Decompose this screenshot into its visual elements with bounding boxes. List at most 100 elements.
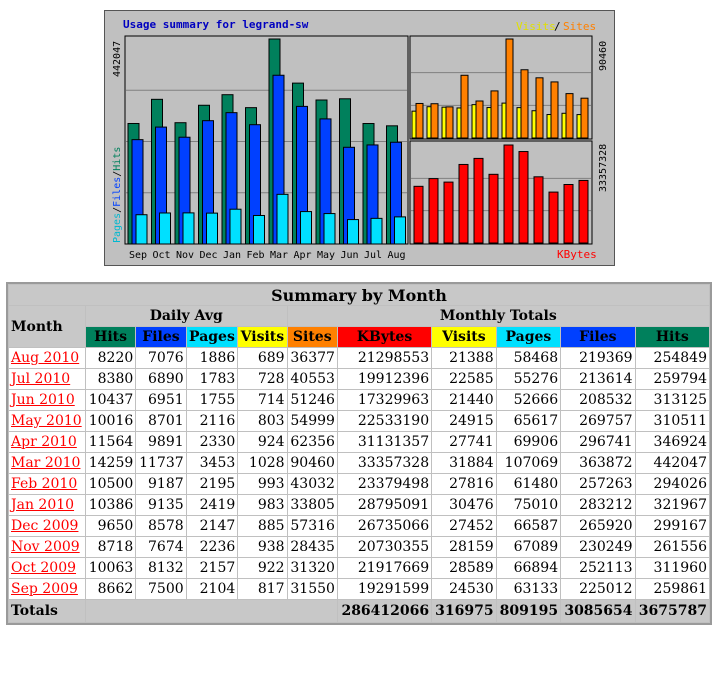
graph-title: Usage summary for legrand-sw — [123, 18, 309, 31]
pages-cell: 67089 — [496, 537, 561, 557]
month-cell: Apr 2010 — [9, 432, 85, 452]
pages-cell: 75010 — [496, 495, 561, 515]
pages-bar — [347, 219, 359, 245]
right-top-max-label: 90460 — [598, 41, 609, 71]
total-kbytes: 286412066 — [337, 600, 432, 622]
month-link[interactable]: Apr 2010 — [11, 434, 77, 450]
daily-files-cell: 9135 — [136, 495, 186, 515]
col-sites: Sites — [287, 327, 337, 347]
sites-bar — [415, 102, 424, 139]
daily-hits-cell: 8662 — [85, 579, 136, 599]
daily-files-cell: 9891 — [136, 432, 186, 452]
files-cell: 257263 — [561, 474, 635, 494]
daily-files-cell: 7076 — [136, 348, 186, 368]
hits-cell: 294026 — [635, 474, 709, 494]
legend-kbytes: KBytes — [557, 248, 597, 261]
pages-bar — [135, 214, 148, 245]
kbytes-cell: 21298553 — [337, 348, 432, 368]
month-link[interactable]: Jun 2010 — [11, 392, 75, 408]
month-column-header: Month — [9, 306, 85, 347]
left-axis-slash-1: / — [112, 207, 123, 213]
month-link[interactable]: Jan 2010 — [11, 497, 75, 513]
monthly-totals-header: Monthly Totals — [287, 306, 709, 326]
visits-cell: 27452 — [432, 516, 496, 536]
hits-cell: 310511 — [635, 411, 709, 431]
sites-cell: 90460 — [287, 453, 337, 473]
table-row: Jul 2010 8380 6890 1783 728 40553 19912396 2258… — [9, 369, 709, 389]
files-cell: 213614 — [561, 369, 635, 389]
x-tick-labels: Sep Oct Nov Dec Jan Feb Mar Apr May Jun Jul Aug — [129, 250, 406, 261]
x-tick-label: Dec — [199, 250, 217, 261]
sites-cell: 57316 — [287, 516, 337, 536]
total-hits: 3675787 — [635, 600, 709, 622]
sites-bar — [490, 90, 499, 139]
x-tick-label: Oct — [152, 250, 170, 261]
visits-cell: 28589 — [432, 558, 496, 578]
total-visits: 316975 — [432, 600, 496, 622]
daily-pages-cell: 2236 — [186, 537, 238, 557]
month-link[interactable]: Nov 2009 — [11, 539, 80, 555]
month-cell: Jul 2010 — [9, 369, 85, 389]
sites-cell: 31550 — [287, 579, 337, 599]
legend-sites: Sites — [563, 20, 596, 33]
pages-bar — [394, 216, 406, 245]
hits-cell: 261556 — [635, 537, 709, 557]
daily-files-cell: 6951 — [136, 390, 186, 410]
sites-bar — [430, 103, 439, 139]
daily-visits-cell: 924 — [238, 432, 287, 452]
visits-cell: 21388 — [432, 348, 496, 368]
pages-bar — [323, 213, 336, 245]
month-link[interactable]: Jul 2010 — [11, 371, 71, 387]
sites-cell: 51246 — [287, 390, 337, 410]
daily-hits-cell: 8380 — [85, 369, 136, 389]
table-row: Nov 2009 8718 7674 2236 938 28435 20730355 2815… — [9, 537, 709, 557]
kbytes-bar — [443, 181, 454, 244]
daily-files-cell: 9187 — [136, 474, 186, 494]
daily-pages-cell: 2147 — [186, 516, 238, 536]
visits-cell: 30476 — [432, 495, 496, 515]
legend-slash: / — [554, 20, 561, 33]
daily-files-cell: 8701 — [136, 411, 186, 431]
kbytes-cell: 19912396 — [337, 369, 432, 389]
col-kbytes: KBytes — [337, 327, 432, 347]
month-link[interactable]: Oct 2009 — [11, 560, 77, 576]
daily-visits-cell: 922 — [238, 558, 287, 578]
table-row: Oct 2009 10063 8132 2157 922 31320 21917669 285… — [9, 558, 709, 578]
table-row: Aug 2010 8220 7076 1886 689 36377 21298553 2138… — [9, 348, 709, 368]
sites-cell: 62356 — [287, 432, 337, 452]
kbytes-cell: 17329963 — [337, 390, 432, 410]
pages-bar — [229, 208, 242, 245]
daily-hits-cell: 14259 — [85, 453, 136, 473]
sites-bar — [580, 97, 589, 139]
month-link[interactable]: Dec 2009 — [11, 518, 79, 534]
month-link[interactable]: Sep 2009 — [11, 581, 78, 597]
sites-bar — [550, 81, 559, 139]
kbytes-bar — [563, 183, 574, 244]
kbytes-bar — [473, 157, 484, 244]
daily-hits-cell: 10386 — [85, 495, 136, 515]
totals-row: Totals 286412066 316975 809195 3085654 3… — [9, 600, 709, 622]
month-link[interactable]: Aug 2010 — [11, 350, 80, 366]
hits-cell: 311960 — [635, 558, 709, 578]
x-tick-label: Nov — [176, 250, 194, 261]
pages-bar — [253, 214, 265, 245]
kbytes-cell: 26735066 — [337, 516, 432, 536]
month-link[interactable]: Feb 2010 — [11, 476, 78, 492]
col-daily-pages: Pages — [186, 327, 238, 347]
month-link[interactable]: Mar 2010 — [11, 455, 81, 471]
pages-cell: 65617 — [496, 411, 561, 431]
hits-cell: 313125 — [635, 390, 709, 410]
right-bottom-panel — [409, 140, 593, 245]
right-bottom-max-label: 33357328 — [598, 144, 609, 192]
pages-cell: 63133 — [496, 579, 561, 599]
month-link[interactable]: May 2010 — [11, 413, 82, 429]
pages-cell: 61480 — [496, 474, 561, 494]
daily-pages-cell: 2116 — [186, 411, 238, 431]
kbytes-bar — [488, 173, 499, 244]
col-visits: Visits — [432, 327, 496, 347]
sites-cell: 31320 — [287, 558, 337, 578]
files-cell: 208532 — [561, 390, 635, 410]
visits-cell: 21440 — [432, 390, 496, 410]
pages-bar — [276, 193, 289, 245]
x-tick-label: Feb — [246, 250, 264, 261]
